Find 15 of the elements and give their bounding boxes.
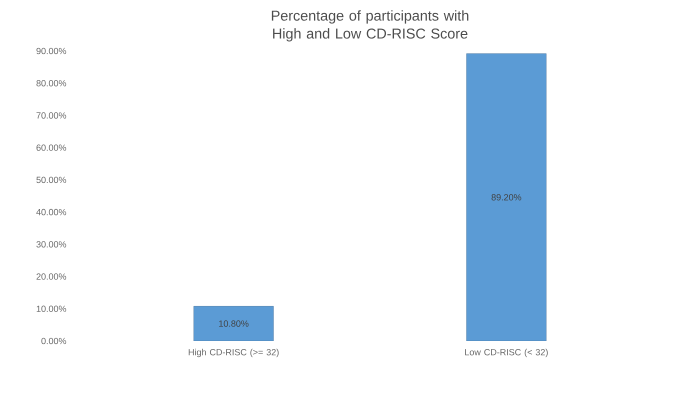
data-label: 10.80%	[219, 320, 249, 327]
y-tick-label: 90.00%	[36, 48, 66, 54]
y-tick-label: 40.00%	[36, 208, 66, 216]
y-tick-label: 10.00%	[36, 306, 66, 312]
chart-title: Percentage of participants with High and Low CD-RISC Score	[272, 10, 468, 42]
y-tick-label: 30.00%	[36, 241, 66, 248]
data-label: 89.20%	[492, 194, 522, 200]
y-tick-label: 70.00%	[36, 112, 66, 119]
x-tick-label: High CD-RISC (>= 32)	[188, 348, 279, 358]
x-tick-label: Low CD-RISC (< 32)	[465, 348, 548, 358]
y-tick-label: 50.00%	[36, 176, 66, 184]
y-tick-label: 80.00%	[36, 80, 66, 86]
y-tick-label: 20.00%	[36, 273, 66, 280]
y-tick-label: 0.00%	[41, 338, 66, 344]
y-tick-label: 60.00%	[36, 144, 66, 151]
